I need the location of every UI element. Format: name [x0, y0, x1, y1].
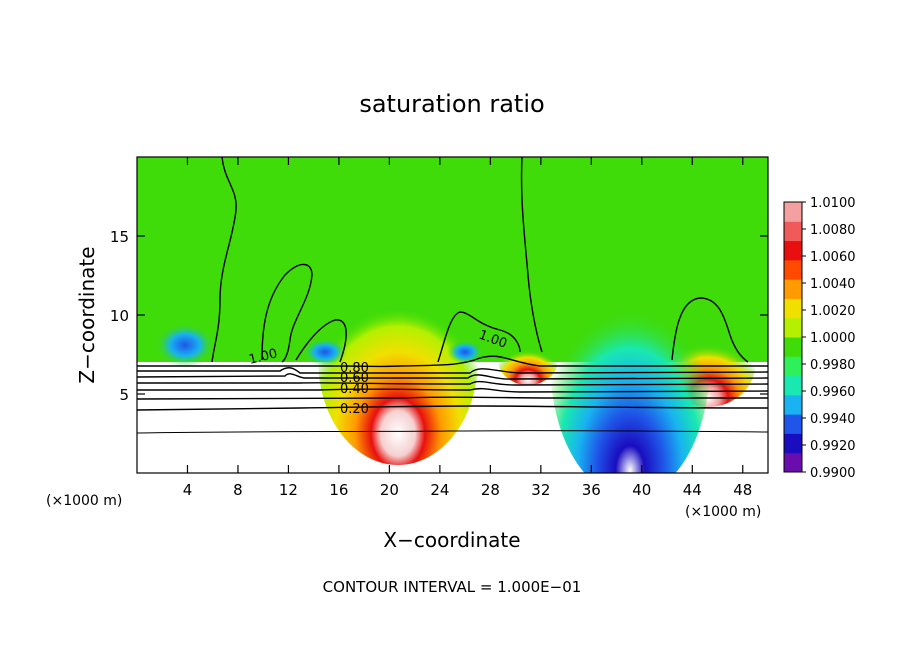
x-axis-label: X−coordinate — [383, 528, 520, 552]
x-tick-label: 8 — [233, 481, 243, 499]
colorbar-swatch — [784, 414, 802, 434]
contour-1.00-left — [211, 157, 237, 363]
colorbar-label: 1.0020 — [810, 304, 856, 319]
colorbar-swatch — [784, 240, 802, 261]
colorbar-label: 1.0040 — [810, 277, 856, 292]
x-axis-ticks: 4 8 12 16 20 24 28 32 36 40 44 48 — [183, 157, 752, 499]
colorbar-swatch — [784, 375, 802, 396]
y-axis-label: Z−coordinate — [75, 246, 99, 383]
contour-label: 0.40 — [340, 382, 369, 397]
colorbar-label: 0.9980 — [810, 358, 856, 373]
x-tick-label: 48 — [733, 481, 752, 499]
contour-0.50 — [137, 380, 768, 386]
colorbar-swatch — [784, 259, 802, 280]
y-axis-ticks: 5 10 15 — [110, 228, 768, 404]
x-tick-label: 16 — [329, 481, 348, 499]
colorbar-label: 0.9960 — [810, 385, 856, 400]
contour-0.70 — [137, 367, 768, 374]
x-tick-label: 24 — [430, 481, 449, 499]
dry-patch-4km — [155, 323, 215, 367]
contour-0.30 — [137, 396, 768, 400]
contour-lines — [137, 157, 768, 434]
colorbar-swatch — [784, 356, 802, 377]
x-tick-label: 32 — [531, 481, 550, 499]
colorbar: 1.0100 1.0080 1.0060 1.0040 1.0020 1.0000 0.99… — [783, 196, 856, 481]
contour-1.00-bump — [261, 263, 313, 363]
colorbar-label: 1.0000 — [810, 331, 856, 346]
contour-1.00-east — [671, 297, 749, 363]
colorbar-label: 1.0060 — [810, 250, 856, 265]
colorbar-swatch — [784, 317, 802, 338]
contour-label: 0.80 — [340, 361, 369, 376]
colorbar-swatch — [784, 452, 802, 473]
colorbar-swatch — [784, 279, 802, 299]
colorbar-swatch — [784, 298, 802, 319]
contour-1.00-mid — [295, 319, 347, 363]
x-tick-label: 36 — [582, 481, 601, 499]
x-tick-label: 44 — [683, 481, 702, 499]
colorbar-label: 0.9940 — [810, 412, 856, 427]
contour-0.60 — [137, 373, 768, 380]
colorbar-swatch — [784, 394, 802, 415]
contour-interval-note: CONTOUR INTERVAL = 1.000E−01 — [323, 578, 582, 596]
contour-label: 0.60 — [340, 371, 369, 386]
dry-patch-15km — [303, 338, 347, 366]
y-tick-label: 10 — [110, 307, 129, 325]
x-axis-unit-right: (×1000 m) — [685, 504, 761, 520]
x-tick-label: 40 — [632, 481, 651, 499]
contour-0.80 — [137, 355, 768, 368]
x-tick-label: 4 — [183, 481, 193, 499]
x-tick-label: 12 — [279, 481, 298, 499]
colorbar-swatch — [784, 337, 802, 357]
colorbar-swatch — [784, 202, 802, 222]
colorbar-swatch — [784, 433, 802, 454]
y-tick-label: 5 — [119, 386, 129, 404]
x-axis-unit-left: (×1000 m) — [46, 493, 122, 509]
colorbar-label: 0.9900 — [810, 466, 856, 481]
warm-plume-20km — [318, 255, 478, 465]
contour-label: 1.00 — [247, 346, 279, 368]
x-tick-label: 28 — [481, 481, 500, 499]
contour-label: 0.20 — [340, 402, 369, 417]
colorbar-label: 1.0080 — [810, 223, 856, 238]
colorbar-label: 0.9920 — [810, 439, 856, 454]
colorbar-label: 1.0100 — [810, 196, 856, 211]
contour-1.00-center — [437, 311, 521, 363]
contour-0.20 — [137, 405, 768, 411]
chart-title: saturation ratio — [359, 90, 544, 118]
contour-0.40 — [137, 387, 768, 393]
plot-area: 1.00 1.00 0.80 0.60 0.40 0.20 — [137, 157, 768, 473]
dry-region-39km — [550, 227, 710, 473]
y-tick-label: 15 — [110, 228, 129, 246]
contour-1.00-right — [520, 157, 543, 353]
colorbar-swatch — [784, 221, 802, 242]
x-tick-label: 20 — [380, 481, 399, 499]
dry-patch-26km — [447, 340, 483, 364]
contour-0.10 — [137, 430, 768, 434]
